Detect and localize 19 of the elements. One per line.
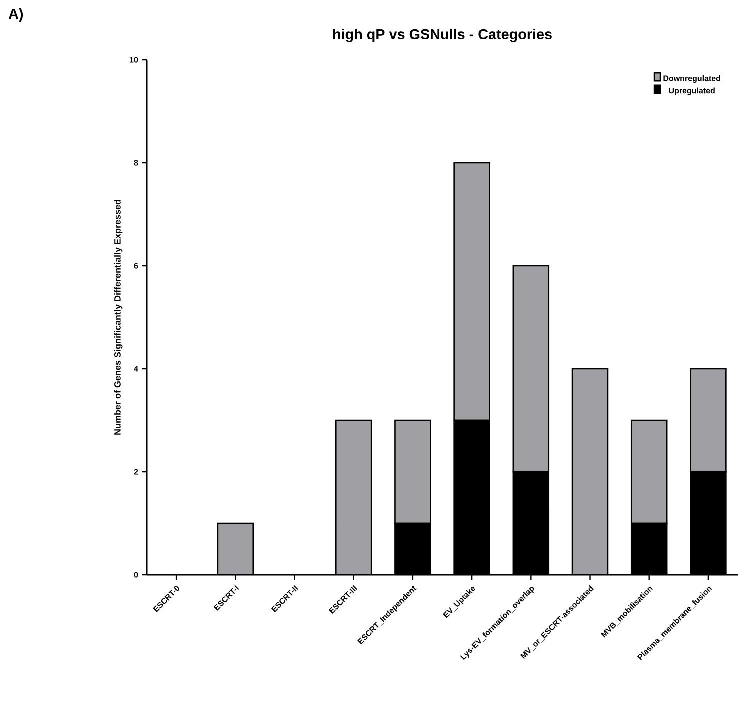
y-tick-label: 4 (134, 366, 138, 372)
bar (335, 420, 372, 575)
bar (394, 420, 432, 524)
bar (217, 522, 254, 575)
y-tick-label: 6 (134, 263, 138, 269)
legend-label: Downregulated (664, 75, 720, 83)
bar (572, 368, 609, 575)
text: A) (8, 8, 24, 22)
y-tick-label: 2 (134, 469, 138, 475)
y-tick-label: 0 (134, 572, 138, 578)
chart-title: high qP vs GSNulls - Categories (333, 28, 552, 42)
bar (690, 368, 727, 473)
y-tick-label: 10 (130, 57, 138, 63)
y-axis-title: Number of Genes Significantly Differentially Expressed (114, 200, 123, 435)
legend-label: Upregulated (669, 88, 715, 96)
bar (630, 420, 668, 524)
bar (454, 162, 490, 422)
bar (512, 265, 550, 473)
y-tick-label: 8 (134, 160, 138, 166)
